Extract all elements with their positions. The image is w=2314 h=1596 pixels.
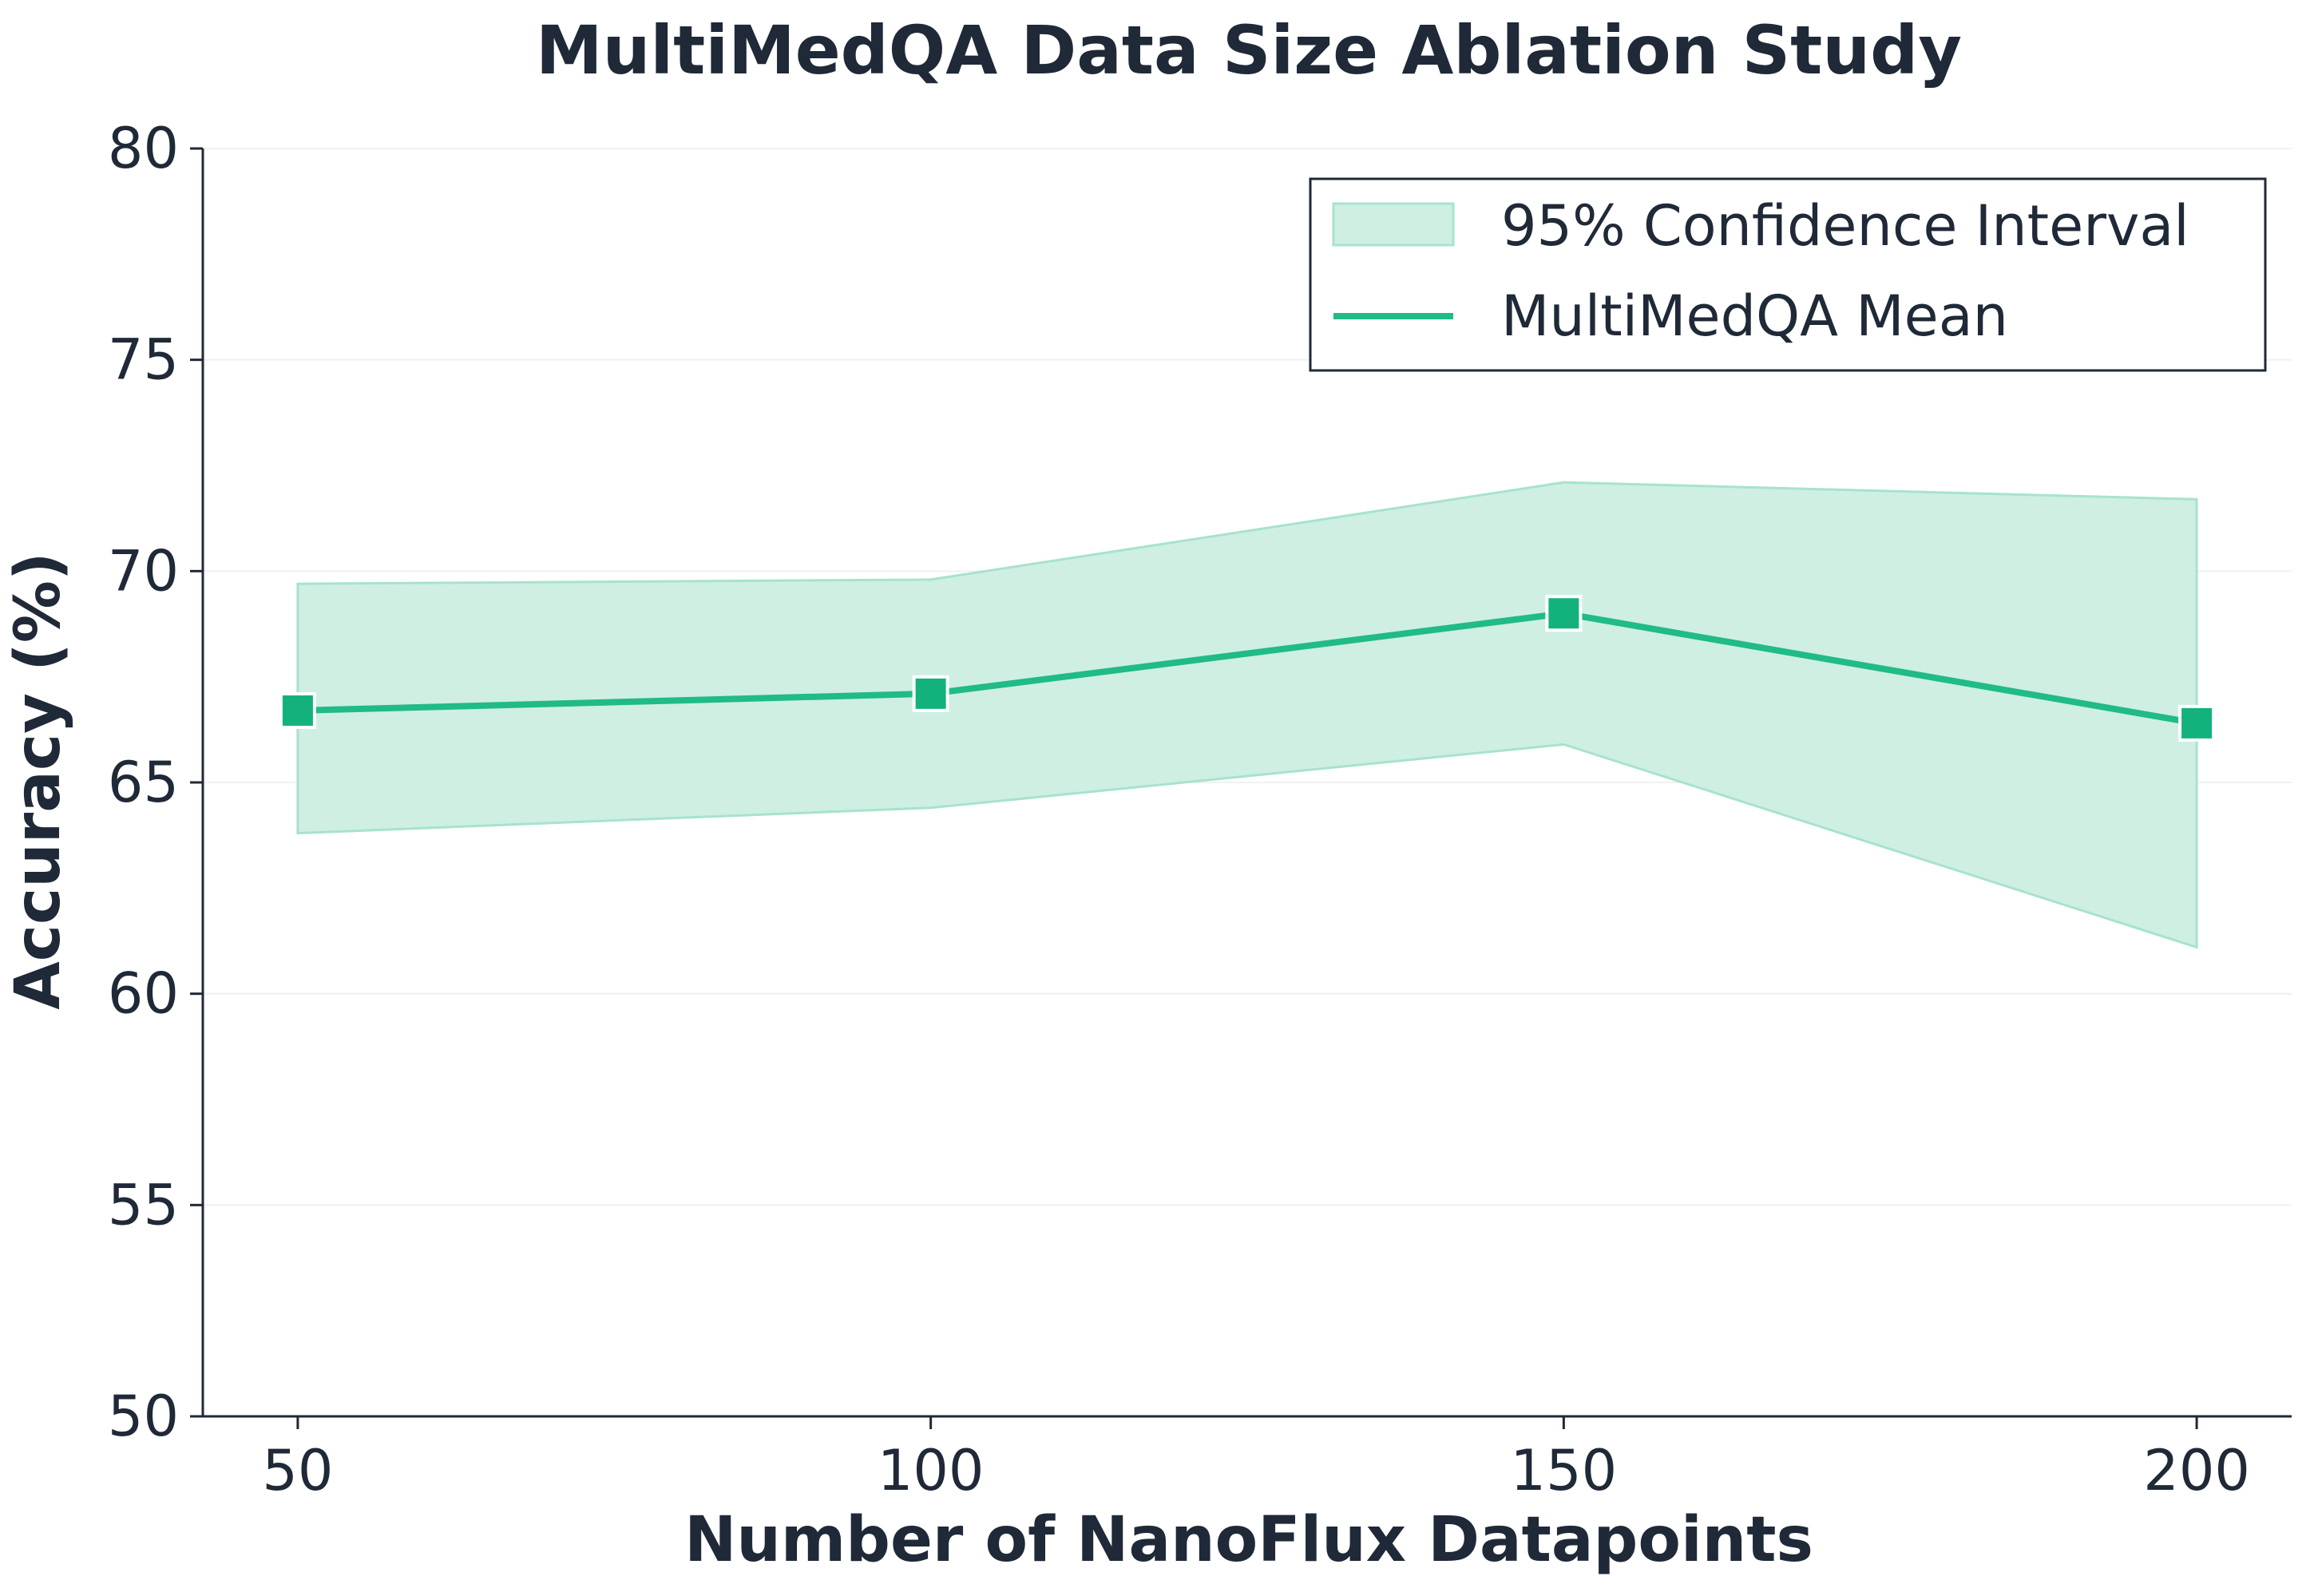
x-tick-label-0: 50 xyxy=(262,1438,333,1503)
y-tick-label-0: 50 xyxy=(108,1384,179,1449)
x-axis-label: Number of NanoFlux Datapoints xyxy=(684,1504,1813,1576)
confidence-band-layer xyxy=(296,481,2198,949)
data-point-marker-2 xyxy=(1545,595,1583,632)
legend: 95% Confidence Interval MultiMedQA Mean xyxy=(1309,177,2267,372)
y-tick-label-4: 70 xyxy=(108,538,179,604)
data-point-marker-0 xyxy=(279,692,316,730)
y-tick-label-2: 60 xyxy=(108,961,179,1027)
axes xyxy=(190,147,2292,1429)
y-tick-label-3: 65 xyxy=(108,750,179,815)
x-tick-label-1: 100 xyxy=(878,1438,985,1503)
tick-labels: 50 55 60 65 70 75 80 50 100 150 200 xyxy=(108,116,2250,1503)
data-point-marker-1 xyxy=(912,675,949,712)
mean-line-layer xyxy=(279,595,2216,742)
x-tick-label-2: 150 xyxy=(1511,1438,1618,1503)
legend-label-mean: MultiMedQA Mean xyxy=(1501,283,2008,349)
y-tick-label-1: 55 xyxy=(108,1172,179,1238)
mean-line xyxy=(297,610,2197,727)
data-point-marker-3 xyxy=(2178,704,2216,742)
chart-title: MultiMedQA Data Size Ablation Study xyxy=(536,11,1962,89)
y-axis-label: Accuracy (%) xyxy=(2,552,74,1009)
x-tick-label-3: 200 xyxy=(2143,1438,2250,1503)
y-tick-label-6: 80 xyxy=(108,116,179,181)
legend-label-band: 95% Confidence Interval xyxy=(1501,193,2189,259)
confidence-band xyxy=(296,481,2198,949)
legend-band-swatch xyxy=(1332,202,1455,247)
legend-box xyxy=(1309,177,2267,372)
y-tick-label-5: 75 xyxy=(108,327,179,393)
